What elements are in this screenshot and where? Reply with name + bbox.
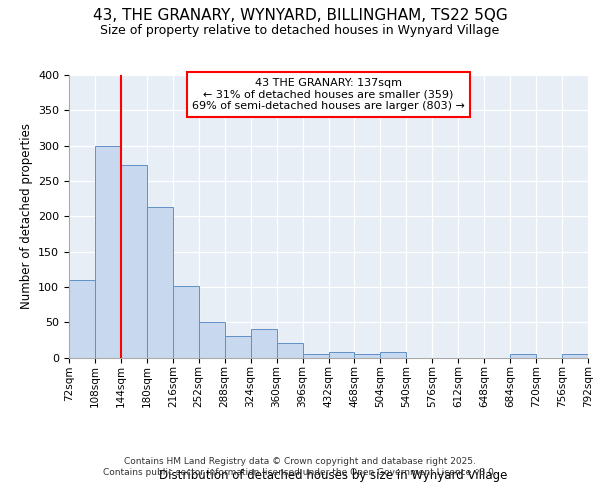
Y-axis label: Number of detached properties: Number of detached properties <box>20 123 32 309</box>
Bar <box>380 352 406 358</box>
Bar <box>199 322 224 358</box>
Bar <box>302 354 329 358</box>
Text: Distribution of detached houses by size in Wynyard Village: Distribution of detached houses by size … <box>159 470 507 482</box>
Bar <box>121 166 147 358</box>
Bar <box>251 329 277 358</box>
Bar <box>562 354 588 358</box>
Text: 43 THE GRANARY: 137sqm
← 31% of detached houses are smaller (359)
69% of semi-de: 43 THE GRANARY: 137sqm ← 31% of detached… <box>192 78 465 111</box>
Text: 43, THE GRANARY, WYNYARD, BILLINGHAM, TS22 5QG: 43, THE GRANARY, WYNYARD, BILLINGHAM, TS… <box>92 8 508 22</box>
Bar <box>173 286 199 358</box>
Bar <box>147 207 173 358</box>
Bar <box>95 146 121 358</box>
Bar <box>510 354 536 358</box>
Text: Size of property relative to detached houses in Wynyard Village: Size of property relative to detached ho… <box>100 24 500 37</box>
Bar <box>277 344 302 357</box>
Bar <box>329 352 355 358</box>
Text: Contains HM Land Registry data © Crown copyright and database right 2025.
Contai: Contains HM Land Registry data © Crown c… <box>103 458 497 477</box>
Bar <box>69 280 95 357</box>
Bar <box>225 336 251 357</box>
Bar <box>355 354 380 358</box>
